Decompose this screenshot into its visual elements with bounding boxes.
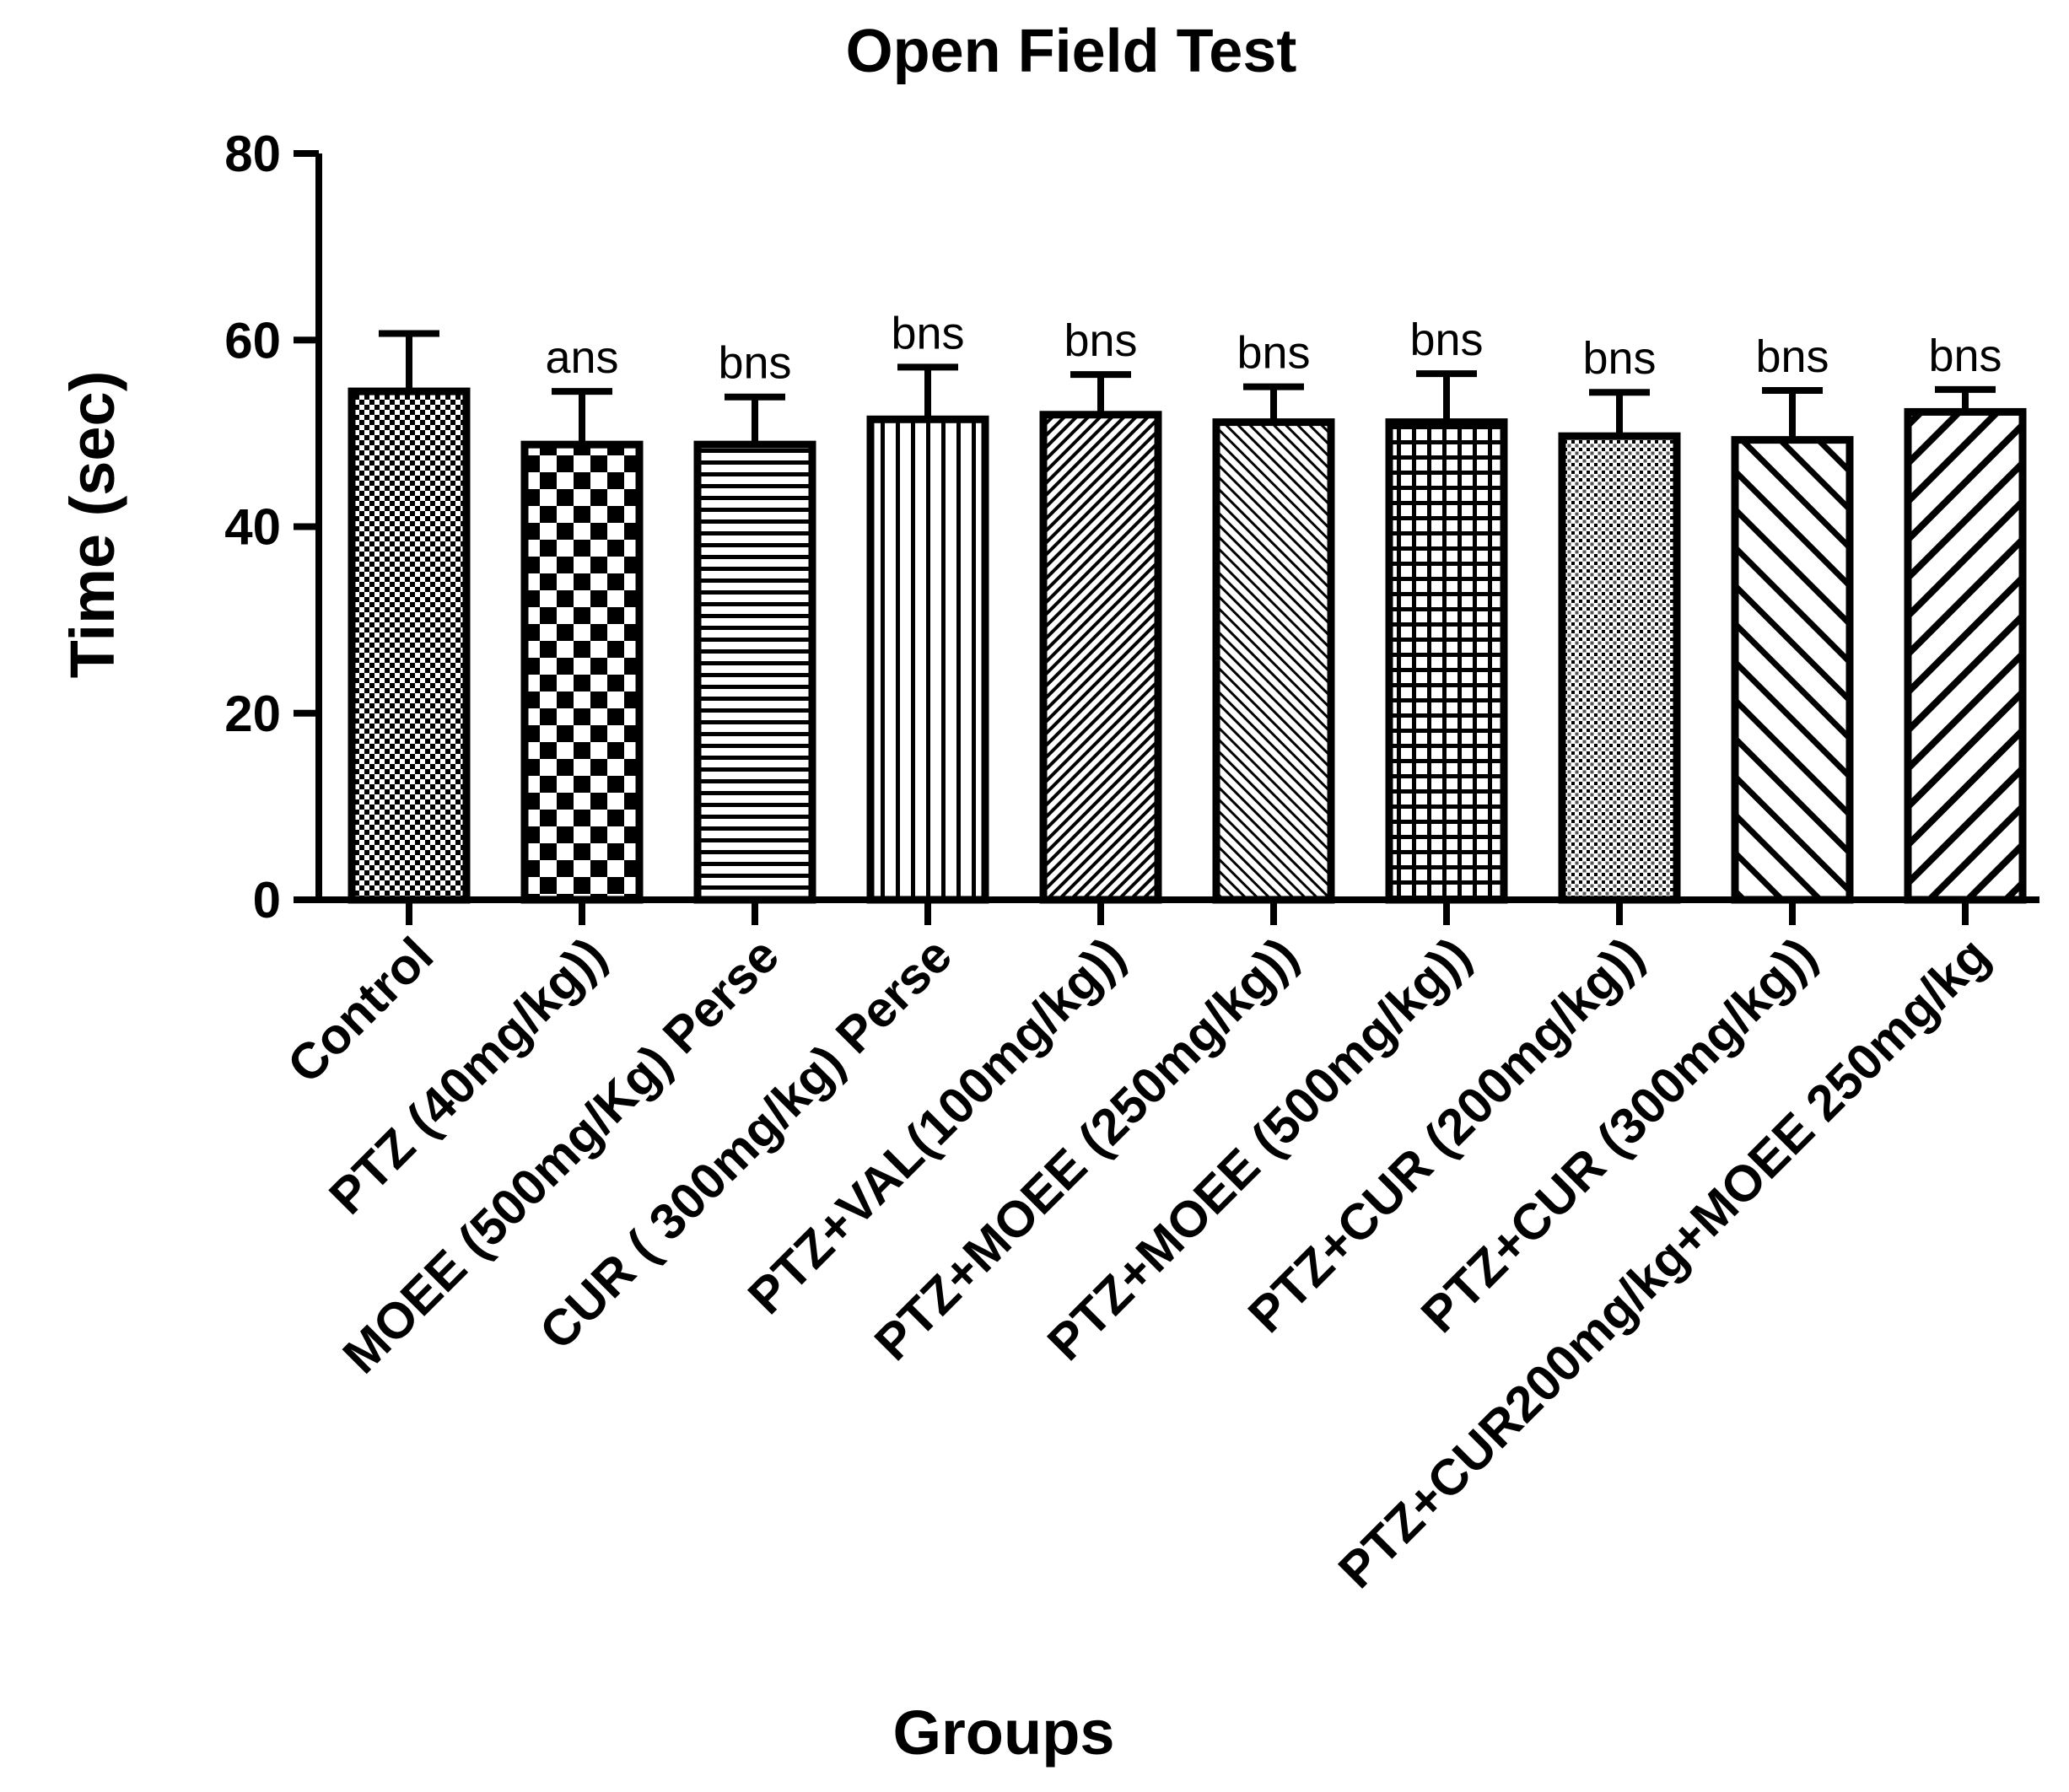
significance-label: bns [1064, 315, 1137, 366]
bar [1904, 407, 2027, 904]
bar [1212, 418, 1335, 904]
y-tick-label: 20 [224, 686, 281, 742]
significance-label: bns [1755, 331, 1829, 382]
bar [1731, 436, 1854, 904]
significance-label: bns [891, 308, 964, 358]
significance-label: bns [718, 338, 791, 389]
x-tick-label: Control [277, 927, 444, 1094]
significance-label: bns [1582, 333, 1656, 384]
x-axis-title: Groups [892, 1698, 1114, 1768]
bar [1039, 411, 1162, 904]
bar [1558, 432, 1681, 904]
significance-label: bns [1237, 328, 1310, 379]
significance-label: bns [1409, 315, 1483, 365]
y-tick-label: 40 [224, 499, 281, 556]
bar [520, 440, 644, 904]
y-axis: 0 20 40 60 80 [224, 126, 322, 928]
bar [866, 415, 989, 904]
y-tick-label: 80 [224, 126, 281, 182]
bar [1385, 418, 1508, 904]
y-tick-label: 0 [253, 872, 281, 928]
x-tick-label: PTZ+CUR200mg/kg+MOEE 250mg/kg [1328, 927, 2000, 1599]
y-axis-title: Time (sec) [57, 371, 127, 679]
bar [348, 387, 471, 904]
significance-label: bns [1928, 331, 2002, 381]
significance-label: ans [545, 332, 618, 383]
bars-group: ans bns bns bns bns bns bns bns bns [348, 308, 2027, 904]
y-tick-label: 60 [224, 312, 281, 369]
chart-title: Open Field Test [846, 18, 1297, 85]
bar [693, 440, 816, 904]
